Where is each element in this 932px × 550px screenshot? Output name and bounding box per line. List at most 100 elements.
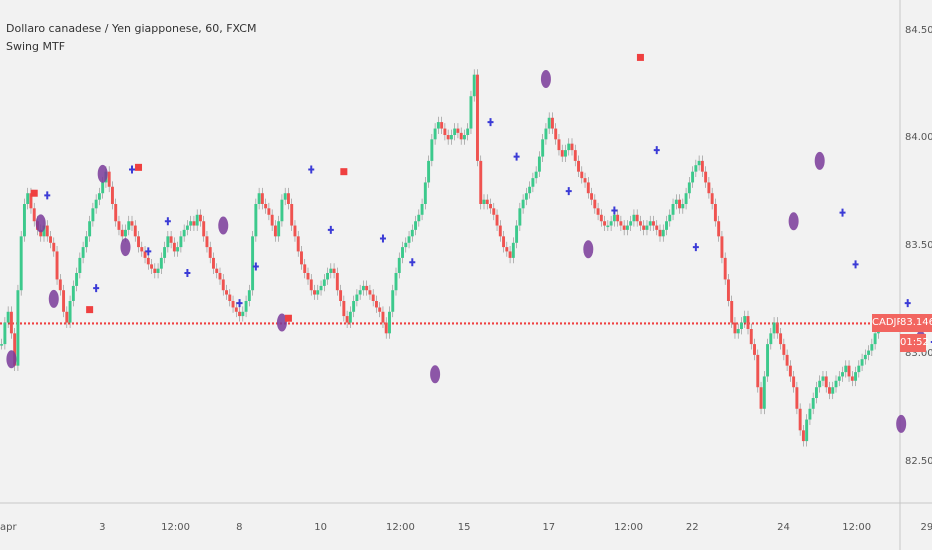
candle-body	[309, 279, 313, 291]
swing-circle	[6, 350, 17, 369]
candle-body	[407, 236, 411, 243]
candle-body	[169, 236, 173, 243]
candle-body	[358, 290, 362, 295]
candle-body	[704, 171, 708, 183]
candle-body	[642, 225, 646, 230]
pivot-cross	[164, 217, 171, 226]
candle-body	[107, 171, 111, 187]
candle-body	[466, 128, 470, 136]
pivot-cross	[93, 284, 100, 293]
candle-body	[792, 376, 796, 388]
candle-body	[143, 251, 147, 258]
candle-body	[508, 251, 512, 258]
candle-body	[596, 208, 600, 215]
candle-body	[65, 311, 69, 323]
candle-body	[443, 128, 447, 136]
swing-marker-layer	[6, 53, 932, 433]
candle-body	[430, 139, 434, 161]
candle-body	[544, 128, 548, 140]
candle-body	[772, 322, 776, 334]
candle-body	[554, 128, 558, 140]
candle-body	[371, 294, 375, 301]
candle-body	[251, 236, 255, 291]
candle-body	[495, 214, 499, 226]
candle-body	[322, 279, 326, 286]
candle-body	[313, 290, 316, 295]
candle-body	[355, 294, 359, 301]
symbol-price-tag: CADJPY	[872, 314, 908, 333]
candle-body	[743, 316, 747, 323]
candle-body	[740, 322, 743, 330]
candle-body	[205, 236, 209, 248]
candle-body	[326, 272, 330, 280]
pivot-cross	[327, 225, 334, 234]
candle-body	[374, 301, 378, 308]
candle-body	[681, 204, 685, 209]
candle-body	[788, 365, 792, 377]
pivot-cross	[692, 243, 699, 252]
candle-body	[749, 329, 753, 345]
candle-body	[280, 199, 284, 222]
candle-body	[352, 301, 356, 312]
swing-square	[636, 53, 644, 61]
candle-body	[401, 247, 404, 258]
candle-body	[221, 279, 225, 291]
candle-body	[283, 193, 287, 200]
candle-body	[293, 225, 297, 237]
candle-body	[228, 294, 232, 301]
pivot-cross	[184, 268, 191, 277]
swing-circle	[35, 214, 46, 233]
candle-body	[707, 182, 711, 194]
candle-body	[110, 186, 114, 204]
candle-body	[821, 376, 825, 381]
pivot-cross	[409, 258, 416, 267]
candle-body	[75, 272, 79, 286]
pivot-cross	[44, 191, 51, 200]
candle-body	[570, 143, 574, 151]
candle-body	[290, 204, 294, 226]
time-tick-label: 24	[777, 522, 790, 533]
candle-body	[3, 322, 7, 345]
candle-body	[423, 182, 427, 204]
pivot-cross	[308, 165, 315, 174]
candle-body	[254, 204, 258, 237]
pivot-cross	[904, 299, 911, 308]
candle-body	[342, 301, 346, 317]
candle-body	[449, 135, 453, 140]
price-tick-label: 84.500	[905, 24, 932, 36]
candle-body	[645, 225, 649, 230]
candle-body	[625, 225, 629, 230]
pivot-cross	[513, 152, 520, 161]
candle-body	[638, 221, 642, 226]
candle-body	[537, 156, 541, 172]
candle-body	[394, 272, 398, 291]
candle-body	[404, 242, 408, 248]
swing-circle	[120, 238, 131, 257]
candle-body	[528, 186, 532, 194]
candle-body	[42, 225, 46, 237]
candle-body	[583, 178, 587, 183]
candle-body	[795, 387, 799, 409]
candle-body	[62, 290, 66, 312]
candle-body	[319, 285, 323, 291]
swing-circle	[583, 240, 594, 259]
candle-body	[127, 221, 131, 230]
pivot-cross	[487, 118, 494, 127]
candle-body	[234, 307, 238, 312]
candle-body	[231, 301, 235, 308]
candle-body	[414, 221, 418, 230]
candle-body	[873, 333, 877, 345]
candle-body	[453, 128, 457, 136]
candle-body	[652, 221, 655, 226]
candle-body	[97, 193, 101, 200]
candle-body	[26, 193, 30, 204]
candle-body	[593, 199, 597, 209]
candle-body	[260, 193, 264, 204]
candle-body	[655, 225, 659, 230]
candle-body	[361, 285, 365, 291]
candle-body	[860, 359, 864, 366]
candle-body	[733, 322, 737, 334]
swing-square	[86, 306, 94, 314]
candle-body	[762, 376, 766, 409]
